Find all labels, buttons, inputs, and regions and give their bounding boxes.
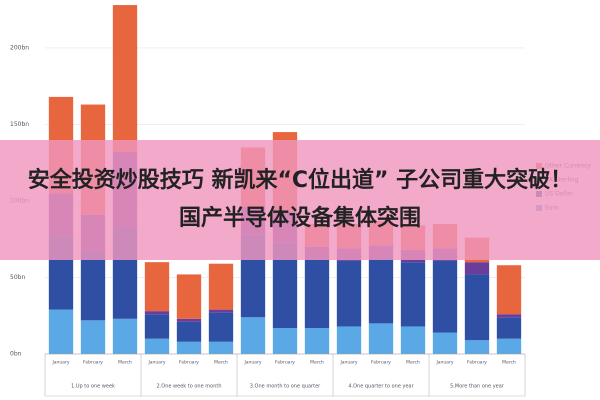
x-tick-label: February	[371, 360, 391, 366]
group-label: 3.One month to one quarter	[250, 384, 321, 390]
group-label: 5.More than one year	[450, 384, 505, 390]
x-tick-label: February	[179, 360, 199, 366]
x-tick-label: March	[310, 360, 324, 366]
bar-segment	[240, 317, 266, 354]
group-label: 4.One quarter to one year	[348, 384, 414, 390]
bar-segment	[176, 321, 202, 342]
bar-segment	[496, 317, 522, 339]
bar-segment	[496, 338, 522, 354]
bar-segment	[208, 263, 234, 310]
bar-segment	[336, 260, 362, 327]
bar-segment	[496, 314, 522, 318]
bar-segment	[336, 326, 362, 354]
bar-segment	[464, 262, 490, 275]
bar-segment	[272, 327, 298, 354]
bar-segment	[464, 340, 490, 354]
bar-segment	[208, 341, 234, 354]
x-tick-label: January	[51, 360, 69, 366]
bar-segment	[176, 274, 202, 319]
bar-segment	[368, 323, 394, 354]
x-tick-label: February	[467, 360, 487, 366]
bar-segment	[496, 265, 522, 315]
x-tick-label: January	[243, 360, 261, 366]
bar-segment	[80, 320, 106, 354]
x-tick-label: March	[502, 360, 516, 366]
y-tick-label: 150bn	[10, 121, 29, 128]
y-tick-label: 0bn	[10, 351, 22, 358]
x-tick-label: March	[406, 360, 420, 366]
y-tick-label: 200bn	[10, 44, 29, 51]
x-tick-label: January	[435, 360, 453, 366]
x-tick-label: January	[339, 360, 357, 366]
bar-segment	[304, 327, 330, 354]
bar-segment	[80, 251, 106, 321]
bar-segment	[464, 274, 490, 341]
group-label: 2.One week to one month	[157, 384, 222, 390]
bar-segment	[432, 332, 458, 354]
bar-segment	[144, 311, 170, 315]
bar-segment	[400, 326, 426, 354]
bar-segment	[48, 309, 74, 354]
group-label: 1.Up to one week	[71, 384, 115, 390]
title-banner: 安全投资炒股技巧 新凯来“C位出道” 子公司重大突破！国产半导体设备集体突围	[0, 140, 600, 260]
bar-segment	[432, 260, 458, 333]
bar-segment	[176, 318, 202, 322]
y-tick-label: 50bn	[10, 274, 25, 281]
bar-segment	[144, 262, 170, 312]
x-tick-label: February	[275, 360, 295, 366]
bar-segment	[176, 341, 202, 354]
x-tick-label: March	[214, 360, 228, 366]
bar-segment	[368, 257, 394, 324]
bar-segment	[144, 338, 170, 354]
x-tick-label: March	[118, 360, 132, 366]
bar-segment	[144, 314, 170, 339]
bar-segment	[208, 309, 234, 313]
bar-segment	[112, 5, 138, 152]
bar-segment	[112, 318, 138, 354]
bar-segment	[400, 262, 426, 327]
bar-segment	[208, 312, 234, 342]
chart-title: 安全投资炒股技巧 新凯来“C位出道” 子公司重大突破！国产半导体设备集体突围	[27, 168, 573, 231]
x-tick-label: January	[147, 360, 165, 366]
bar-segment	[304, 259, 330, 328]
x-tick-label: February	[83, 360, 103, 366]
